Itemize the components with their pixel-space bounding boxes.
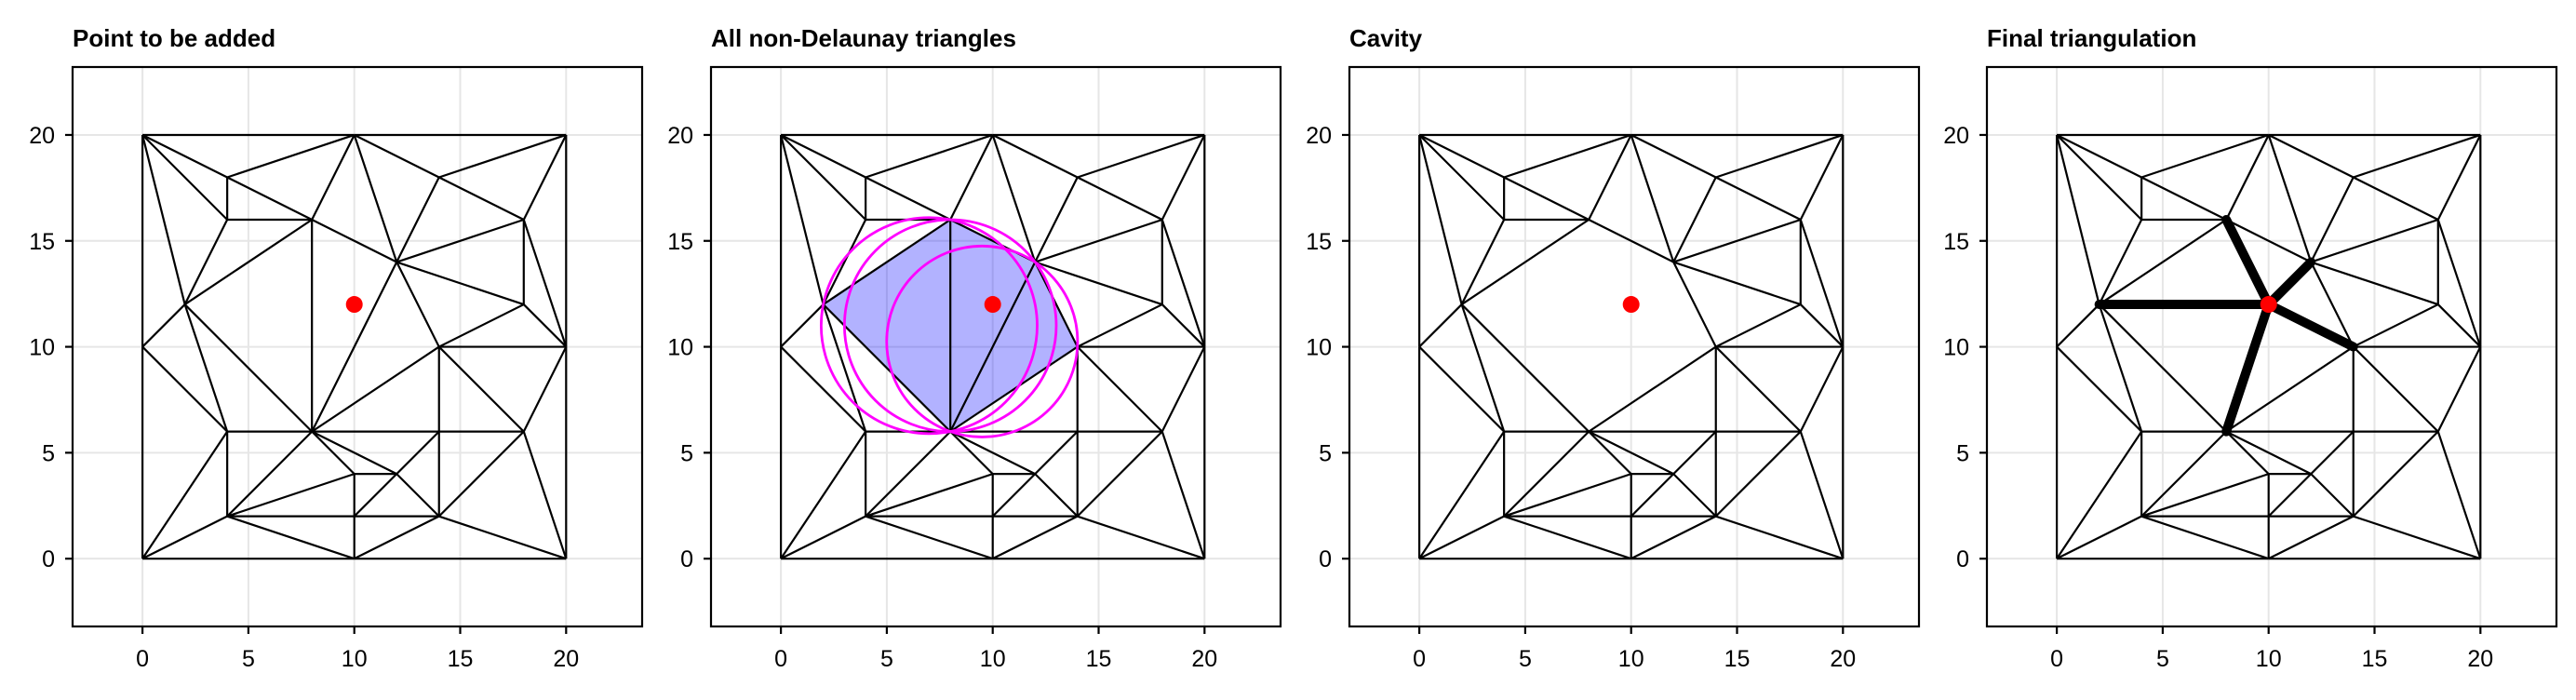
svg-text:0: 0 [774,646,787,672]
svg-text:15: 15 [2362,646,2388,672]
x-axis: 0 5 10 15 20 [1413,626,1856,672]
svg-text:20: 20 [1943,123,1969,149]
svg-text:0: 0 [136,646,149,672]
svg-text:15: 15 [448,646,474,672]
svg-text:5: 5 [880,646,893,672]
svg-text:5: 5 [680,440,693,466]
panel-title-cavity: Cavity [1349,24,1423,52]
svg-text:5: 5 [2156,646,2169,672]
y-axis: 0 5 10 15 20 [667,123,711,572]
y-axis: 0 5 10 15 20 [1306,123,1349,572]
svg-text:20: 20 [1830,646,1856,672]
new-triangulation-edges [2094,215,2358,437]
svg-text:15: 15 [1086,646,1112,672]
svg-text:10: 10 [342,646,368,672]
svg-text:20: 20 [667,123,693,149]
svg-text:0: 0 [2050,646,2063,672]
x-axis: 0 5 10 15 20 [774,626,1217,672]
svg-text:20: 20 [29,123,55,149]
svg-text:10: 10 [980,646,1006,672]
panel-title-final-triangulation: Final triangulation [1987,24,2196,52]
svg-text:20: 20 [1306,123,1332,149]
svg-text:0: 0 [1319,546,1332,572]
svg-text:20: 20 [1191,646,1217,672]
triangulation-edges [2056,133,2482,560]
svg-text:15: 15 [1724,646,1751,672]
triangulation-edges [1418,133,1845,560]
panels-layer: 0 5 10 15 20 0 5 10 15 20 0 5 10 15 20 0 5 10 15 20 0 5 10 15 20… [29,65,2558,672]
svg-text:0: 0 [1956,546,1969,572]
svg-text:15: 15 [667,229,693,255]
triangulation-edges [780,133,1206,560]
svg-text:5: 5 [1956,440,1969,466]
svg-text:0: 0 [42,546,55,572]
new-point-dot [2260,296,2277,314]
x-axis: 0 5 10 15 20 [136,626,579,672]
svg-text:15: 15 [29,229,55,255]
panel-1: 0 5 10 15 20 0 5 10 15 20 [667,65,1282,672]
svg-text:0: 0 [680,546,693,572]
triangulation-edges [141,133,568,560]
svg-text:10: 10 [1943,335,1969,361]
svg-text:10: 10 [1618,646,1644,672]
svg-text:0: 0 [1413,646,1426,672]
panel-title-point-to-be-added: Point to be added [73,24,275,52]
svg-text:15: 15 [1943,229,1969,255]
panel-title-non-delaunay-triangles: All non-Delaunay triangles [711,24,1016,52]
panel-3: 0 5 10 15 20 0 5 10 15 20 [1943,65,2558,672]
new-point-dot [345,296,363,314]
x-axis: 0 5 10 15 20 [2050,626,2493,672]
y-axis: 0 5 10 15 20 [1943,123,1987,572]
y-axis: 0 5 10 15 20 [29,123,73,572]
svg-text:15: 15 [1306,229,1332,255]
svg-text:20: 20 [2467,646,2493,672]
svg-text:10: 10 [29,335,55,361]
new-point-dot [984,296,1001,314]
svg-text:5: 5 [42,440,55,466]
svg-text:10: 10 [667,335,693,361]
panel-0: 0 5 10 15 20 0 5 10 15 20 [29,65,644,672]
new-point-dot [1622,296,1640,314]
svg-text:5: 5 [1519,646,1532,672]
svg-text:5: 5 [1319,440,1332,466]
panel-2: 0 5 10 15 20 0 5 10 15 20 [1306,65,1921,672]
circumcircles [819,216,1080,438]
svg-text:20: 20 [553,646,579,672]
svg-text:5: 5 [242,646,255,672]
svg-text:10: 10 [2256,646,2282,672]
svg-text:10: 10 [1306,335,1332,361]
